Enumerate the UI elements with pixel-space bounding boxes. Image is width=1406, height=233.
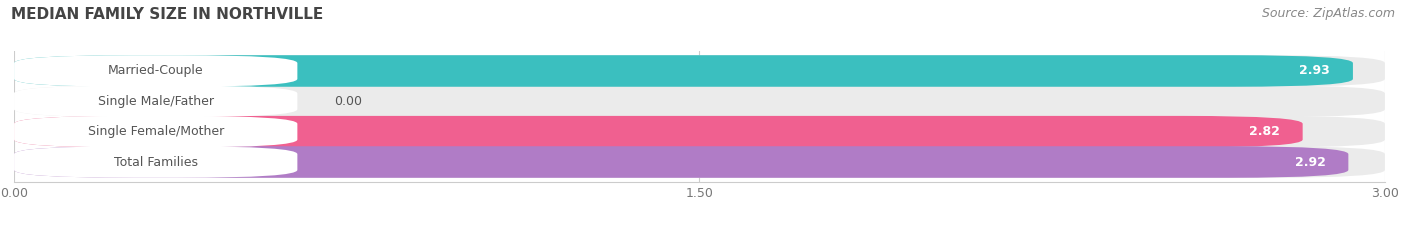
FancyBboxPatch shape	[14, 55, 298, 87]
Text: 2.82: 2.82	[1249, 125, 1279, 138]
Text: MEDIAN FAMILY SIZE IN NORTHVILLE: MEDIAN FAMILY SIZE IN NORTHVILLE	[11, 7, 323, 22]
Text: Single Female/Mother: Single Female/Mother	[87, 125, 224, 138]
FancyBboxPatch shape	[14, 146, 298, 178]
FancyBboxPatch shape	[14, 55, 1353, 87]
FancyBboxPatch shape	[14, 86, 1385, 117]
Text: Total Families: Total Families	[114, 155, 198, 168]
Text: 0.00: 0.00	[335, 95, 361, 108]
FancyBboxPatch shape	[14, 116, 298, 147]
Text: Married-Couple: Married-Couple	[108, 65, 204, 78]
Text: 2.93: 2.93	[1299, 65, 1330, 78]
FancyBboxPatch shape	[14, 116, 1303, 147]
FancyBboxPatch shape	[14, 116, 1385, 147]
Text: 2.92: 2.92	[1295, 155, 1326, 168]
FancyBboxPatch shape	[14, 146, 1385, 178]
Text: Source: ZipAtlas.com: Source: ZipAtlas.com	[1261, 7, 1395, 20]
FancyBboxPatch shape	[14, 86, 298, 117]
FancyBboxPatch shape	[14, 146, 1348, 178]
FancyBboxPatch shape	[14, 55, 1385, 87]
Text: Single Male/Father: Single Male/Father	[97, 95, 214, 108]
